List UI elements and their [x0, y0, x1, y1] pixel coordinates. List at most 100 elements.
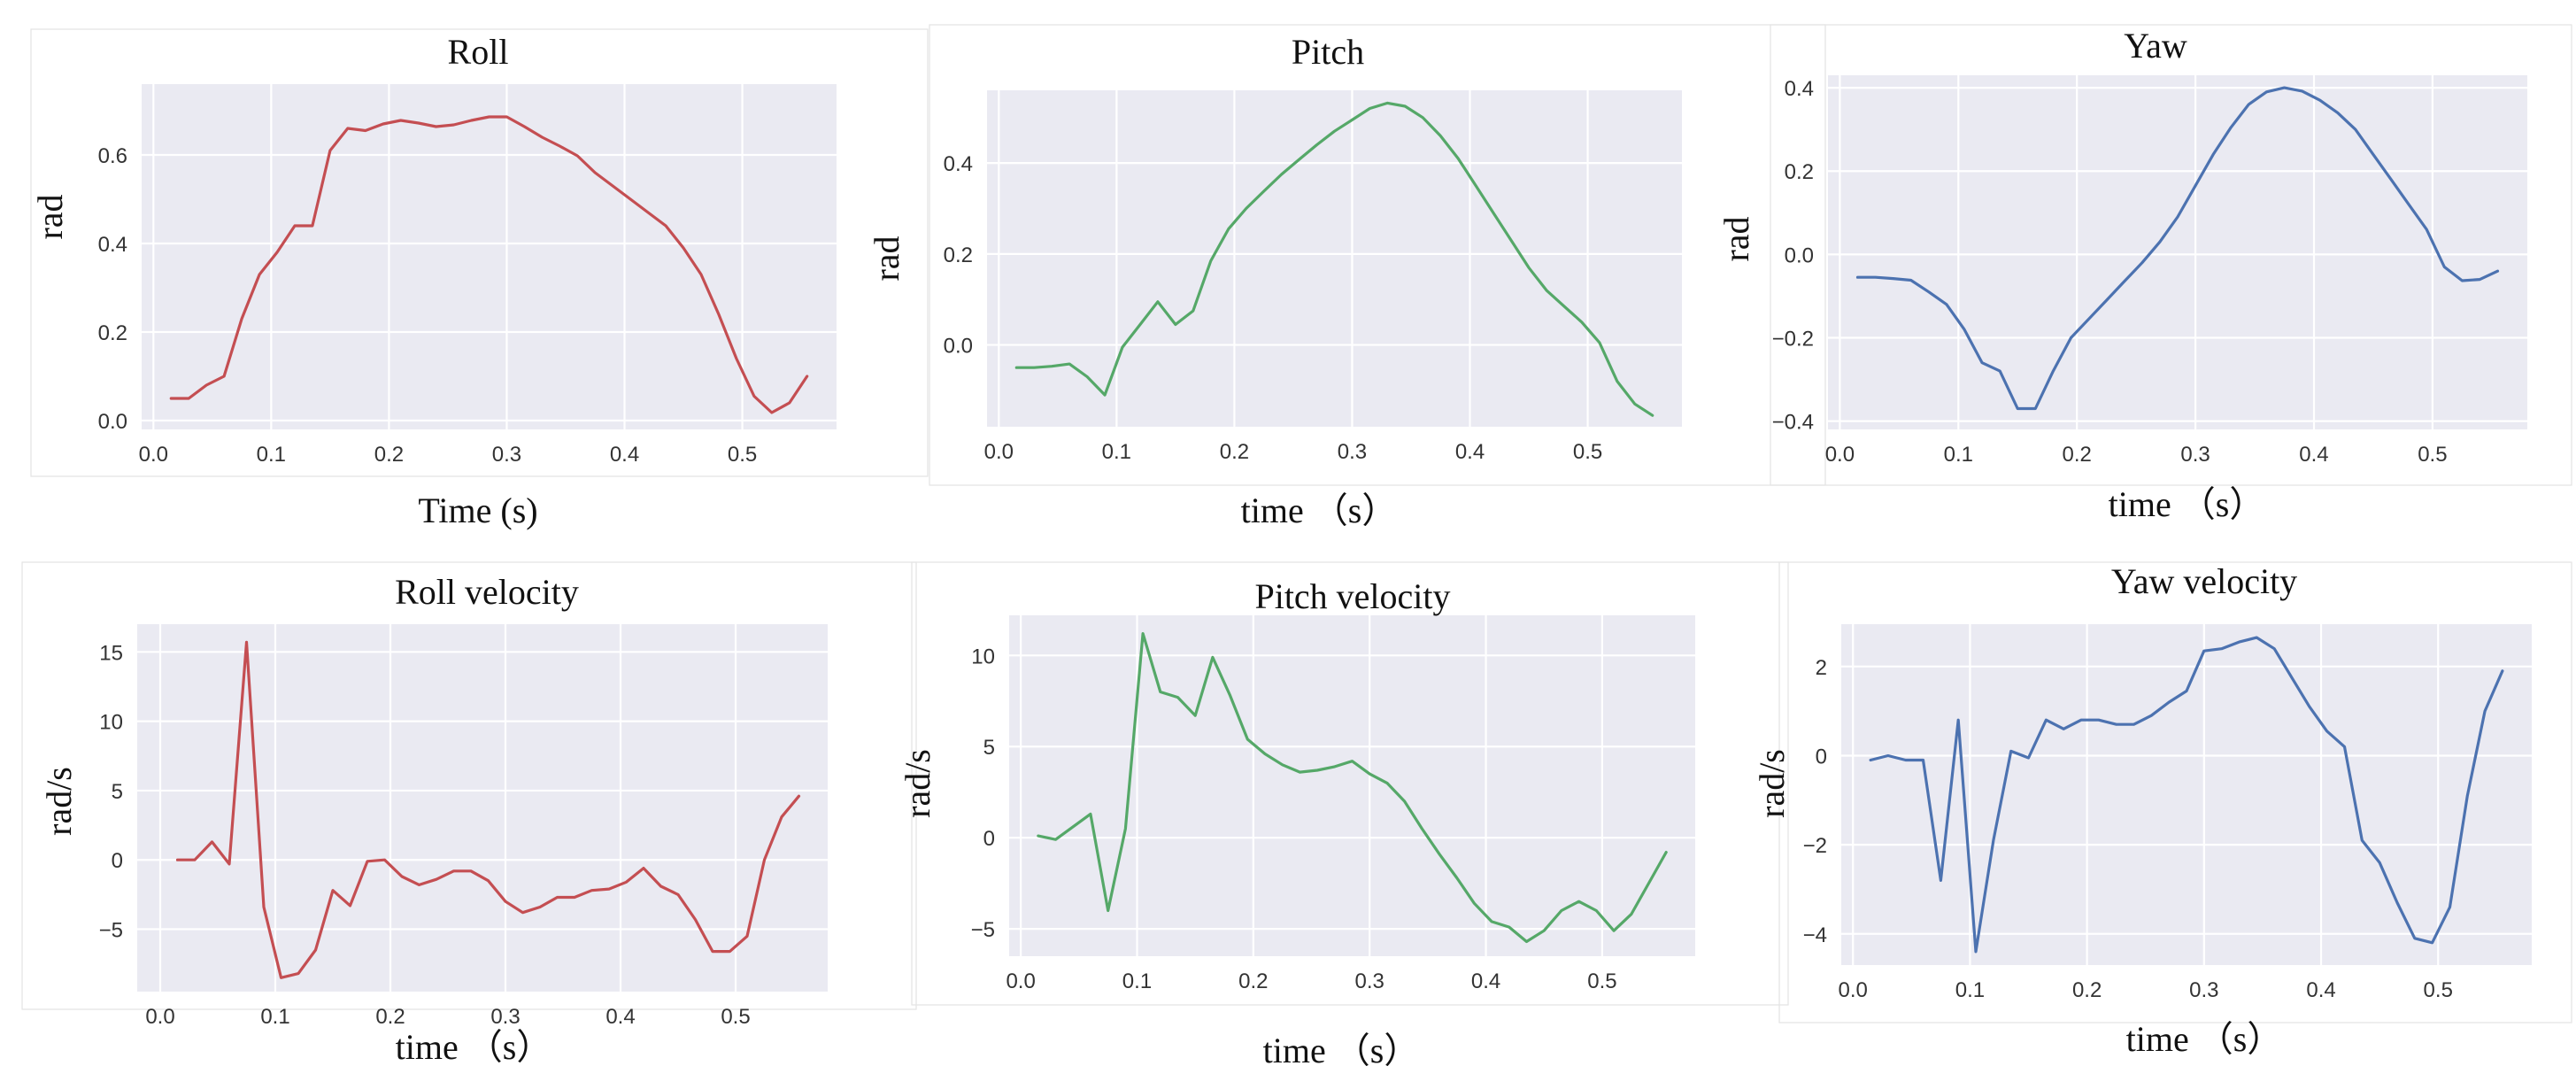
y-tick-label: 0.0: [1785, 243, 1814, 267]
plot-area: [987, 90, 1682, 427]
plot-area: [1009, 615, 1695, 956]
chart-title: Pitch: [1292, 32, 1364, 72]
series-line: [1869, 636, 2504, 954]
x-tick-label: 0.0: [1825, 443, 1855, 467]
x-tick-label: 0.0: [1006, 969, 1035, 993]
subplot-6: 0.0 0.1 0.2 0.3 0.4 0.5 −4 −2 0 2 Yaw velocity time…: [1752, 561, 2572, 1059]
x-axis-label: time （s）: [1263, 1031, 1420, 1070]
chart-title: Pitch velocity: [1254, 576, 1450, 616]
x-axis-label: time （s）: [1241, 490, 1398, 530]
y-tick-label: 0: [983, 827, 995, 851]
x-tick-label: 0.1: [1122, 969, 1152, 993]
y-tick-label: 15: [99, 641, 123, 665]
y-axis-label: rad: [867, 236, 906, 281]
series-line: [1855, 86, 2500, 411]
x-tick-label: 0.1: [260, 1005, 289, 1029]
y-tick-label: 10: [99, 711, 123, 735]
x-tick-label: 0.1: [1102, 440, 1131, 464]
x-tick-label: 0.0: [139, 443, 168, 467]
x-axis-label: time （s）: [396, 1027, 552, 1067]
x-tick-label: 0.4: [1455, 440, 1485, 464]
y-tick-label: 0.4: [98, 233, 127, 257]
y-axis-label: rad: [30, 194, 70, 239]
subplot-1: 0.0 0.1 0.2 0.3 0.4 0.5 0.0 0.2 0.4 0.6 Roll Time (…: [30, 28, 929, 530]
x-tick-label: 0.2: [2072, 978, 2102, 1002]
y-tick-label: 5: [112, 780, 123, 804]
y-axis-label: rad/s: [1752, 749, 1792, 818]
x-tick-label: 0.3: [2189, 978, 2218, 1002]
series-line: [175, 640, 801, 979]
y-tick-label: 0.4: [1785, 77, 1814, 101]
x-axis-label: time （s）: [2126, 1019, 2283, 1059]
y-tick-label: 0.0: [944, 335, 973, 359]
y-tick-label: 5: [983, 736, 995, 760]
x-tick-label: 0.5: [2424, 978, 2453, 1002]
x-tick-label: 0.3: [1338, 440, 1367, 464]
y-tick-label: 0.2: [98, 321, 127, 345]
y-tick-label: 2: [1816, 656, 1827, 680]
x-axis-label: time （s）: [2109, 484, 2265, 524]
x-tick-label: 0.5: [728, 443, 757, 467]
x-tick-label: 0.0: [984, 440, 1014, 464]
subplot-frame: [30, 28, 929, 477]
y-tick-label: −5: [99, 919, 123, 943]
x-tick-label: 0.0: [1839, 978, 1868, 1002]
x-tick-label: 0.2: [1220, 440, 1249, 464]
x-tick-label: 0.1: [1955, 978, 1985, 1002]
x-tick-label: 0.4: [2306, 978, 2335, 1002]
plot-area: [142, 84, 837, 429]
x-tick-label: 0.0: [145, 1005, 174, 1029]
subplot-5: 0.0 0.1 0.2 0.3 0.4 0.5 −5 0 5 10 Pitch velocity ti…: [898, 561, 1789, 1070]
x-tick-label: 0.5: [1573, 440, 1602, 464]
subplot-frame: [1770, 24, 2572, 486]
y-tick-label: 0.2: [1785, 160, 1814, 184]
y-axis-label: rad/s: [39, 767, 79, 836]
chart-title: Yaw velocity: [2111, 561, 2297, 601]
y-tick-label: −4: [1803, 923, 1827, 947]
y-tick-label: −0.4: [1772, 411, 1814, 435]
x-tick-label: 0.1: [257, 443, 286, 467]
y-tick-label: −5: [971, 918, 995, 942]
plot-area: [1841, 624, 2532, 965]
y-tick-label: 10: [971, 645, 995, 668]
y-tick-label: −0.2: [1772, 327, 1814, 351]
y-axis-label: rad/s: [898, 749, 937, 818]
series-line: [1037, 631, 1668, 944]
x-tick-label: 0.2: [374, 443, 404, 467]
y-axis-label: rad: [1716, 216, 1756, 261]
y-tick-label: −2: [1803, 834, 1827, 858]
subplot-3: 0.0 0.1 0.2 0.3 0.4 0.5 −0.4 −0.2 0.0 0.2 0.4 Yaw ti…: [1716, 24, 2572, 524]
series-line: [169, 115, 809, 414]
x-axis-label: Time (s): [418, 490, 537, 530]
subplot-4: 0.0 0.1 0.2 0.3 0.4 0.5 −5 0 5 10 15 Roll velocity t…: [21, 561, 917, 1067]
x-tick-label: 0.3: [490, 1005, 520, 1029]
x-tick-label: 0.2: [1238, 969, 1268, 993]
plot-area: [1828, 75, 2527, 429]
x-tick-label: 0.4: [2299, 443, 2328, 467]
y-tick-label: 0.4: [944, 152, 973, 176]
chart-title: Roll: [448, 32, 509, 72]
x-tick-label: 0.2: [375, 1005, 405, 1029]
subplot-2: 0.0 0.1 0.2 0.3 0.4 0.5 0.0 0.2 0.4 Pitch time （s）…: [867, 24, 1826, 530]
subplot-frame: [911, 561, 1789, 1006]
x-tick-label: 0.4: [610, 443, 639, 467]
y-tick-label: 0.6: [98, 144, 127, 168]
plot-area: [137, 624, 828, 992]
y-tick-label: 0: [1816, 745, 1827, 768]
series-line: [1014, 101, 1654, 417]
x-tick-label: 0.1: [1944, 443, 1973, 467]
x-tick-label: 0.3: [1355, 969, 1384, 993]
chart-title: Yaw: [2124, 26, 2187, 66]
x-tick-label: 0.3: [492, 443, 521, 467]
x-tick-label: 0.3: [2180, 443, 2210, 467]
x-tick-label: 0.5: [2418, 443, 2447, 467]
x-tick-label: 0.5: [721, 1005, 750, 1029]
y-tick-label: 0.0: [98, 410, 127, 434]
subplot-frame: [21, 561, 917, 1010]
x-tick-label: 0.5: [1587, 969, 1616, 993]
x-tick-label: 0.4: [605, 1005, 635, 1029]
x-tick-label: 0.2: [2062, 443, 2091, 467]
x-tick-label: 0.4: [1471, 969, 1500, 993]
y-tick-label: 0.2: [944, 243, 973, 267]
